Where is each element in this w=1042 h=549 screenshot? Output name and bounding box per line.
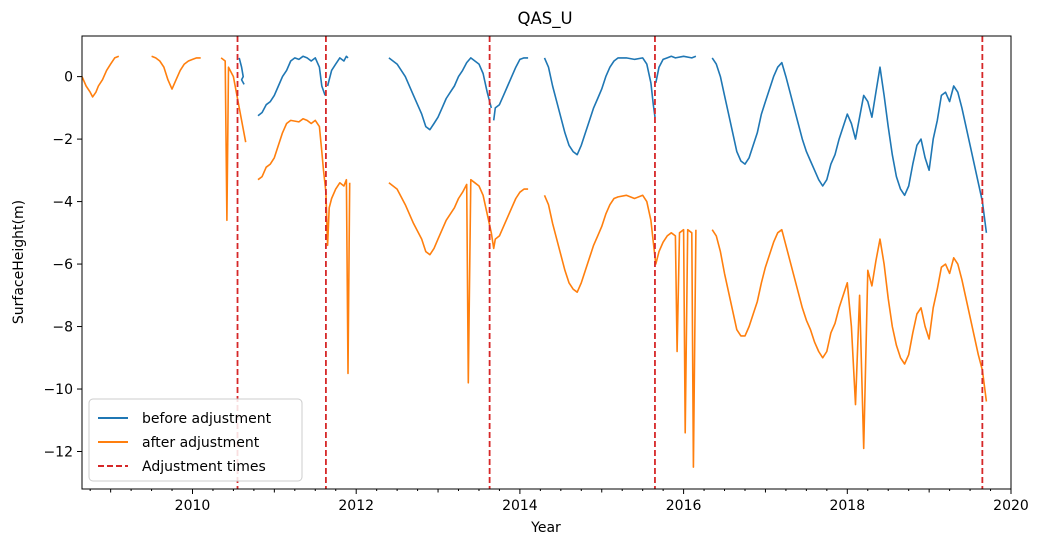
series-before-segment-3 [388,57,493,131]
y-tick-label: −4 [52,195,73,211]
chart-title: QAS_U [517,9,572,29]
x-axis-label: Year [530,520,561,536]
series-after-segment-3 [257,118,351,375]
series-after-segment-1 [151,55,201,90]
series-after-segment-4 [388,178,529,384]
x-tick-label: 2020 [993,498,1029,514]
series-before-segment-6 [655,55,697,84]
x-tick-label: 2016 [666,498,702,514]
x-tick-label: 2010 [175,498,211,514]
x-tick-label: 2014 [502,498,538,514]
series-after-segment-0 [82,55,120,98]
x-axis: 2010 2012 2014 2016 2018 2020 [89,489,1029,514]
y-tick-label: −6 [52,257,73,273]
y-tick-label: 0 [64,70,73,86]
series-before-segment-4 [492,57,529,121]
y-tick-label: −10 [43,382,73,398]
x-tick-label: 2018 [829,498,865,514]
x-tick-label: 2012 [338,498,374,514]
series-after-segment-6 [711,228,988,450]
y-tick-label: −2 [52,132,73,148]
legend-label-before-adjustment: before adjustment [142,411,272,427]
series-before-segment-1 [257,55,326,117]
y-axis-label: SurfaceHeight(m) [11,200,27,324]
series-before-segment-7 [711,57,988,233]
legend: before adjustment after adjustment Adjus… [88,398,303,482]
series-before-segment-5 [543,57,656,156]
series-before-segment-2 [326,55,349,87]
series-after-segment-2 [220,57,247,222]
legend-box [88,398,303,482]
series-after-segment-5 [543,194,697,468]
y-tick-label: −12 [43,445,73,461]
plot-area-frame [81,35,1012,490]
y-tick-label: −8 [52,320,73,336]
y-axis: 0 −2 −4 −6 −8 −10 −12 [43,70,82,461]
legend-label-adjustment-times: Adjustment times [142,459,266,475]
series-before-segment-0 [238,57,245,85]
legend-label-after-adjustment: after adjustment [142,435,260,451]
